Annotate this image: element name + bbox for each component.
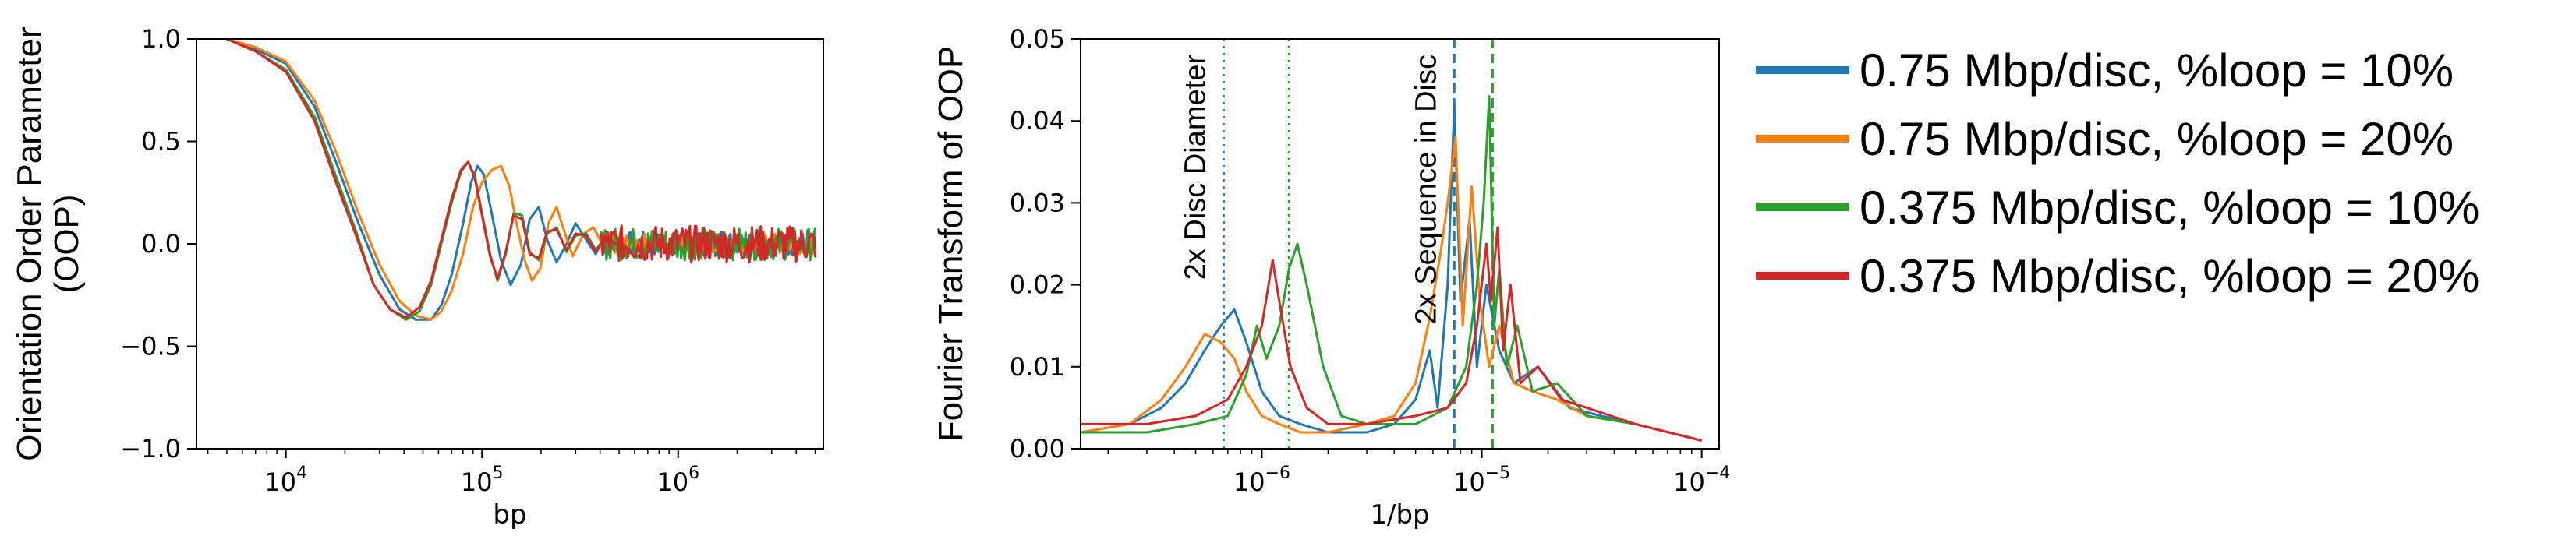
- series-line-3: [226, 39, 817, 321]
- annotation-2: 2x Sequence in Disc: [1410, 55, 1442, 324]
- x-tick-label: 104: [264, 464, 307, 497]
- y-axis-label-line: (OOP): [48, 194, 86, 293]
- y-axis-label: Orientation Order Parameter (OOP): [10, 26, 86, 461]
- y-tick-label: 0.5: [141, 127, 181, 157]
- series-line-2: [1081, 136, 1703, 442]
- x-tick-label: 10−6: [1233, 464, 1290, 497]
- x-axis-label: bp: [493, 499, 526, 531]
- legend-label: 0.375 Mbp/disc, %loop = 20%: [1859, 250, 2480, 302]
- x-axis-label: 1/bp: [1370, 499, 1429, 531]
- x-tick-label: 10−5: [1453, 464, 1510, 497]
- y-tick-label: 0.02: [1010, 270, 1065, 300]
- series-lines: [1081, 95, 1703, 442]
- y-tick-label: −0.5: [120, 332, 181, 361]
- series-line-1: [226, 39, 817, 321]
- y-tick-label: 1.0: [141, 24, 181, 54]
- legend: 0.75 Mbp/disc, %loop = 10% 0.75 Mbp/disc,…: [1756, 44, 2480, 302]
- y-axis-label: Fourier Transform of OOP: [932, 46, 970, 442]
- x-tick-label: 106: [656, 464, 699, 497]
- legend-label: 0.75 Mbp/disc, %loop = 20%: [1859, 113, 2454, 165]
- y-tick-label: 0.04: [1010, 106, 1065, 136]
- series-line-1: [1081, 103, 1703, 442]
- reference-lines: [1222, 39, 1494, 449]
- x-ticks: 10−6 10−5 10−4: [1107, 449, 1730, 497]
- y-tick-label: 0.03: [1010, 188, 1065, 217]
- fourier-transform-plot: Fourier Transform of OOP 2x Disc Diamete…: [932, 24, 1730, 531]
- y-axis-label-line: Orientation Order Parameter: [10, 26, 48, 461]
- x-tick-label: 105: [461, 464, 504, 497]
- y-tick-label: −1.0: [120, 434, 181, 464]
- annotation-1: 2x Disc Diameter: [1179, 55, 1212, 280]
- y-ticks: 0.00 0.01 0.02 0.03 0.04 0.05: [1010, 24, 1081, 464]
- plot-frame: [1080, 38, 1720, 450]
- legend-label: 0.75 Mbp/disc, %loop = 10%: [1859, 44, 2454, 97]
- series-line-2: [226, 39, 816, 321]
- y-tick-label: 0.05: [1010, 24, 1065, 54]
- annotations: 2x Disc Diameter 2x Sequence in Disc: [1179, 55, 1442, 325]
- y-ticks: 1.0 0.5 0.0 −0.5 −1.0: [120, 24, 196, 464]
- x-tick-label: 10−4: [1673, 464, 1730, 497]
- y-tick-label: 0.01: [1010, 352, 1065, 382]
- series-line-3: [1081, 95, 1703, 442]
- series-line-4: [226, 39, 817, 319]
- y-tick-label: 0.0: [141, 229, 181, 259]
- series-lines: [226, 39, 817, 321]
- series-line-4: [1081, 226, 1703, 442]
- y-tick-label: 0.00: [1010, 434, 1065, 464]
- x-ticks: 104 105 106: [207, 449, 816, 497]
- oop-vs-bp-plot: Orientation Order Parameter (OOP) 104 105 1…: [10, 24, 824, 531]
- legend-label: 0.375 Mbp/disc, %loop = 10%: [1859, 182, 2480, 234]
